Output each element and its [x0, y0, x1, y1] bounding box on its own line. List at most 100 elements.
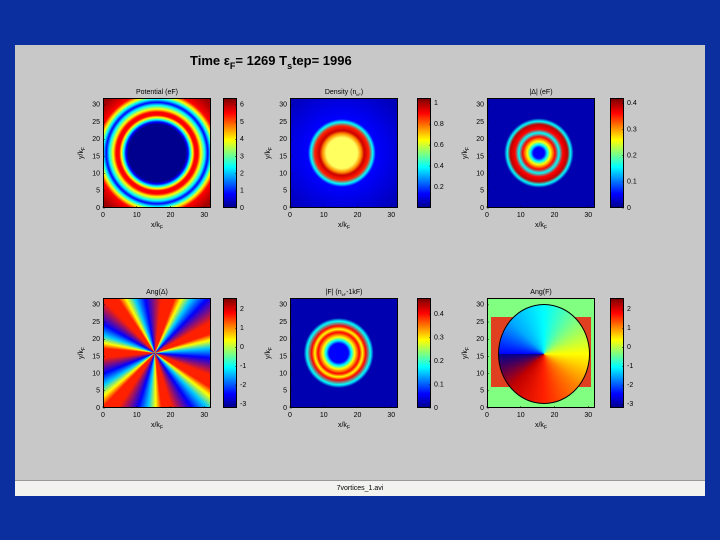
x-tick-label: 0	[485, 212, 489, 219]
panel-title: Density (nkF)	[325, 89, 363, 97]
x-tick-label: 0	[485, 412, 489, 419]
colorbar-tick-label: -3	[627, 401, 633, 408]
subscript: F	[544, 225, 547, 231]
x-tick-label: 0	[101, 412, 105, 419]
text-run: x/k	[151, 422, 160, 429]
y-tick-label: 15	[92, 153, 100, 160]
colorbar-tick-label: 0.4	[434, 163, 444, 170]
subscript: s	[287, 61, 292, 71]
text-run: y/k	[462, 350, 469, 359]
colorbar-tick-label: 0	[240, 205, 244, 212]
x-axis-label: x/kF	[535, 222, 547, 231]
heatmap	[487, 98, 595, 208]
y-tick-label: 0	[96, 405, 100, 412]
text-run: Time ε	[190, 53, 230, 68]
x-tick-label: 20	[167, 412, 175, 419]
x-tick-label: 10	[133, 212, 141, 219]
x-tick-label: 0	[288, 212, 292, 219]
colorbar-tick-label: 0	[434, 405, 438, 412]
text-run: -1kF)	[346, 289, 362, 296]
colorbar-tick-label: 1	[434, 100, 438, 107]
text-run: = 1269 T	[235, 53, 287, 68]
colorbar-tick-label: 0	[240, 344, 244, 351]
colorbar	[223, 98, 237, 208]
x-tick-label: 30	[200, 412, 208, 419]
text-run: y/k	[78, 350, 85, 359]
subscript: F	[268, 147, 274, 150]
text-run: Density (n	[325, 89, 357, 96]
text-run: x/k	[338, 422, 347, 429]
x-tick-label: 0	[101, 212, 105, 219]
colorbar-tick-label: 0.3	[627, 126, 637, 133]
subscript: F	[160, 225, 163, 231]
x-tick-label: 20	[551, 412, 559, 419]
x-tick-label: 20	[167, 212, 175, 219]
y-tick-label: 10	[92, 370, 100, 377]
y-tick-label: 30	[476, 302, 484, 309]
colorbar	[417, 98, 431, 208]
y-tick-label: 20	[92, 336, 100, 343]
x-tick-label: 30	[387, 412, 395, 419]
y-tick-label: 20	[476, 336, 484, 343]
y-axis-label: y/kF	[78, 147, 87, 159]
colorbar	[610, 98, 624, 208]
colorbar-tick-label: 0.2	[434, 184, 444, 191]
y-axis-label: y/kF	[462, 147, 471, 159]
y-axis-label: y/kF	[78, 347, 87, 359]
y-tick-label: 0	[96, 205, 100, 212]
text-run: x/k	[338, 222, 347, 229]
text-run: x/k	[535, 222, 544, 229]
y-tick-label: 20	[476, 136, 484, 143]
panel-title: |F| (nkF-1kF)	[326, 289, 363, 297]
y-tick-label: 10	[92, 170, 100, 177]
subscript: F	[347, 225, 350, 231]
y-tick-label: 10	[476, 370, 484, 377]
colorbar-tick-label: 1	[627, 325, 631, 332]
subscript: F	[465, 147, 471, 150]
text-run: y/k	[265, 350, 272, 359]
x-tick-label: 20	[551, 212, 559, 219]
text-run: x/k	[535, 422, 544, 429]
y-tick-label: 25	[476, 119, 484, 126]
y-tick-label: 15	[476, 153, 484, 160]
heatmap	[290, 298, 398, 408]
colorbar-tick-label: 0.2	[627, 152, 637, 159]
text-run: x/k	[151, 222, 160, 229]
colorbar-tick-label: 0.1	[627, 179, 637, 186]
text-run: Potential (eF)	[136, 89, 178, 96]
y-tick-label: 0	[283, 205, 287, 212]
x-tick-label: 30	[584, 412, 592, 419]
colorbar-tick-label: 0.8	[434, 121, 444, 128]
y-tick-label: 10	[279, 170, 287, 177]
colorbar-tick-label: 0	[627, 344, 631, 351]
x-tick-label: 10	[517, 412, 525, 419]
x-axis-label: x/kF	[151, 222, 163, 231]
colorbar-tick-label: -1	[627, 363, 633, 370]
phase-disc	[498, 304, 590, 404]
y-axis-label: y/kF	[265, 347, 274, 359]
x-tick-label: 30	[584, 212, 592, 219]
subscript: F	[230, 61, 236, 71]
y-tick-label: 5	[96, 388, 100, 395]
y-tick-label: 10	[476, 170, 484, 177]
panel-title: Ang(Δ)	[146, 289, 168, 296]
y-tick-label: 5	[283, 188, 287, 195]
text-run: |Δ| (eF)	[529, 89, 552, 96]
y-tick-label: 0	[283, 405, 287, 412]
text-run: y/k	[265, 150, 272, 159]
colorbar-tick-label: -3	[240, 401, 246, 408]
y-tick-label: 30	[476, 102, 484, 109]
y-tick-label: 5	[96, 188, 100, 195]
y-tick-label: 25	[92, 319, 100, 326]
colorbar-tick-label: 0.6	[434, 142, 444, 149]
text-run: Ang(Δ)	[146, 289, 168, 296]
y-tick-label: 30	[279, 302, 287, 309]
colorbar-tick-label: 0	[627, 205, 631, 212]
x-tick-label: 20	[354, 212, 362, 219]
y-tick-label: 15	[476, 353, 484, 360]
y-tick-label: 20	[92, 136, 100, 143]
colorbar-tick-label: 0.2	[434, 358, 444, 365]
y-tick-label: 25	[279, 319, 287, 326]
